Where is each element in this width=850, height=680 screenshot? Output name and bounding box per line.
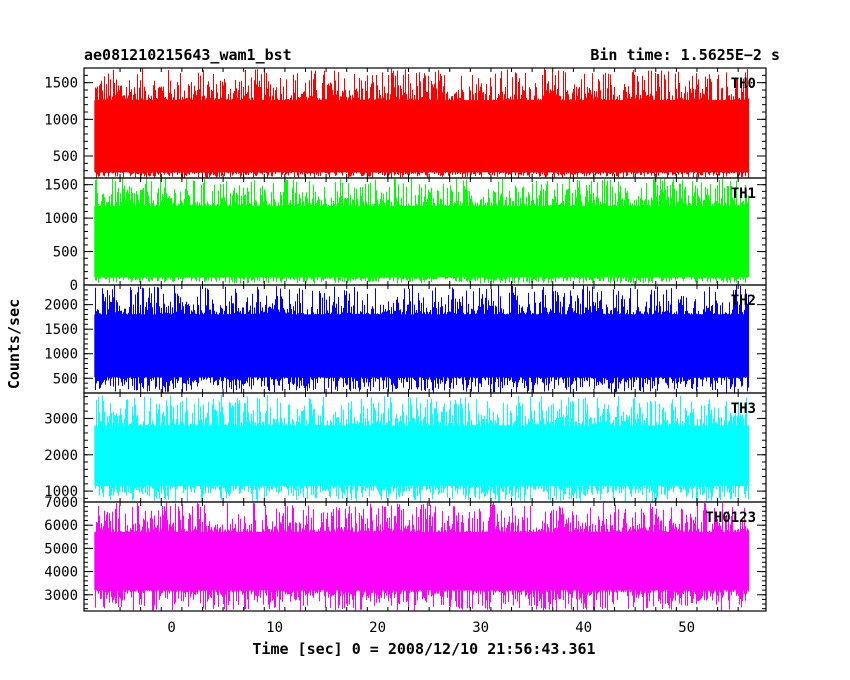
bin-time-label: Bin time: 1.5625E−2 s	[590, 46, 780, 64]
x-tick-label: 50	[678, 620, 695, 636]
series-line-th0	[95, 68, 749, 178]
panel-label-th0123: TH0123	[705, 510, 756, 526]
y-tick-label: 2000	[44, 448, 78, 464]
panel-th0123: 3000 4000 5000 6000 7000 TH0123	[44, 495, 767, 612]
y-tick-label: 2000	[44, 298, 78, 314]
panel-label-th2: TH2	[731, 293, 756, 309]
x-axis: 0 10 20 30 40 50	[167, 620, 695, 636]
chart-title: ae081210215643_wam1_bst	[84, 46, 292, 64]
y-tick-label: 500	[53, 245, 78, 261]
y-tick-label: 3000	[44, 588, 78, 604]
panel-label-th1: TH1	[731, 186, 756, 202]
x-tick-label: 30	[472, 620, 489, 636]
y-tick-label: 1500	[44, 322, 78, 338]
y-tick-label: 500	[53, 149, 78, 165]
y-tick-label: 7000	[44, 495, 78, 511]
x-tick-label: 20	[369, 620, 386, 636]
x-tick-label: 40	[575, 620, 592, 636]
x-tick-label: 0	[167, 620, 175, 636]
y-tick-label: 1500	[44, 76, 78, 92]
x-axis-label: Time [sec] 0 = 2008/12/10 21:56:43.361	[252, 640, 595, 658]
panel-th0: 500 1000 1500 TH0	[44, 67, 767, 179]
series-line-th2	[95, 285, 749, 393]
y-tick-label: 6000	[44, 518, 78, 534]
y-tick-label: 1000	[44, 484, 78, 500]
panel-th3: 1000 2000 3000 TH3	[44, 392, 767, 503]
y-tick-label: 0	[70, 278, 78, 294]
panel-th2: 500 1000 1500 2000 TH2	[44, 284, 767, 394]
x-tick-label: 10	[266, 620, 283, 636]
y-tick-label: 1000	[44, 211, 78, 227]
y-tick-label: 3000	[44, 411, 78, 427]
y-tick-label: 1000	[44, 112, 78, 128]
series-line-th0123	[95, 502, 749, 611]
panels-group: 500 1000 1500 TH0 0 500 1000 1500 TH1 500 1000 1500…	[44, 67, 767, 612]
series-line-th3	[95, 394, 749, 502]
panel-label-th0: TH0	[731, 76, 756, 92]
y-tick-label: 1000	[44, 347, 78, 363]
y-tick-label: 500	[53, 371, 78, 387]
y-axis-label: Counts/sec	[5, 299, 23, 389]
y-tick-label: 5000	[44, 541, 78, 557]
y-tick-label: 1500	[44, 178, 78, 194]
panel-label-th3: TH3	[731, 401, 756, 417]
series-line-th1	[95, 178, 749, 284]
panel-frame	[83, 501, 767, 612]
panel-th1: 0 500 1000 1500 TH1	[44, 177, 767, 294]
y-tick-label: 4000	[44, 565, 78, 581]
